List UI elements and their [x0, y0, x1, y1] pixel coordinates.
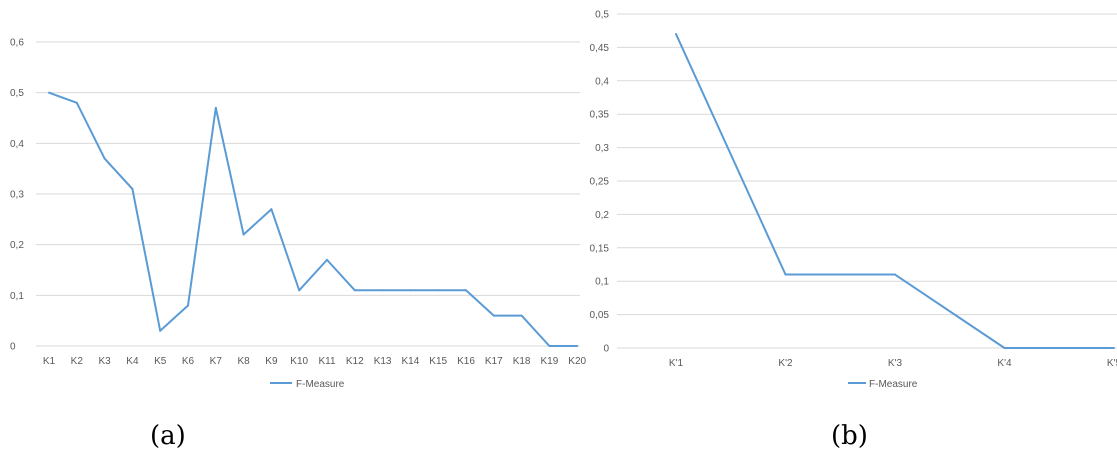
chart-a-x-tick-labels: K1 K2 K3 K4 K5 K6 K7 K8 K9 K10 K11 K12 K13 K14 K15 K16 K…	[43, 356, 587, 367]
b-y-tick-label: 0,45	[590, 43, 610, 54]
b-data-point	[675, 33, 677, 35]
a-x-tick-label: K17	[485, 356, 503, 367]
b-x-tick-label: K'3	[888, 358, 903, 369]
a-data-point	[104, 158, 106, 160]
a-x-tick-label: K7	[210, 356, 223, 367]
a-x-tick-label: K8	[237, 356, 250, 367]
a-x-tick-label: K13	[374, 356, 392, 367]
b-data-point	[785, 274, 787, 276]
b-y-tick-label: 0,5	[595, 10, 609, 21]
b-x-tick-label: K'2	[778, 358, 793, 369]
a-x-tick-label: K15	[429, 356, 447, 367]
b-x-tick-label: K'5	[1107, 358, 1117, 369]
a-x-tick-label: K11	[318, 356, 335, 367]
chart-b-legend-label: F-Measure	[869, 379, 918, 390]
a-x-tick-label: K16	[457, 356, 475, 367]
a-y-tick-label: 0,1	[10, 291, 24, 302]
b-x-tick-label: K'4	[997, 358, 1012, 369]
a-x-tick-label: K2	[71, 356, 84, 367]
b-data-point	[1004, 347, 1006, 349]
a-data-point	[326, 259, 328, 261]
b-x-tick-label: K'1	[669, 358, 684, 369]
chart-a-legend: F-Measure	[270, 379, 345, 390]
a-data-point	[76, 102, 78, 104]
a-y-tick-label: 0,3	[10, 190, 24, 201]
a-data-point	[298, 289, 300, 291]
a-data-point	[159, 330, 161, 332]
a-series-line	[49, 93, 577, 346]
a-data-point	[493, 315, 495, 317]
chart-b-caption: (b)	[831, 421, 868, 451]
b-data-point	[1113, 347, 1115, 349]
a-x-tick-label: K20	[568, 356, 586, 367]
b-y-tick-label: 0,2	[595, 210, 609, 221]
chart-b-x-tick-labels: K'1 K'2 K'3 K'4 K'5	[669, 358, 1117, 369]
a-x-tick-label: K3	[98, 356, 111, 367]
a-data-point	[409, 289, 411, 291]
a-data-point	[382, 289, 384, 291]
b-y-tick-label: 0,1	[595, 277, 609, 288]
a-x-tick-label: K14	[402, 356, 420, 367]
b-y-tick-label: 0,4	[595, 76, 609, 87]
a-x-tick-label: K12	[346, 356, 364, 367]
b-y-tick-label: 0,35	[590, 110, 610, 121]
chart-a-series	[48, 92, 578, 347]
chart-b-gridlines	[617, 14, 1117, 348]
a-data-point	[270, 208, 272, 210]
a-data-point	[215, 107, 217, 109]
a-y-tick-label: 0,2	[10, 240, 24, 251]
a-data-point	[131, 188, 133, 190]
chart-a-gridlines	[36, 42, 580, 346]
chart-b-legend: F-Measure	[848, 379, 918, 390]
a-x-tick-label: K10	[290, 356, 308, 367]
a-data-point	[187, 304, 189, 306]
a-data-point	[521, 315, 523, 317]
chart-b: 0 0,05 0,1 0,15 0,2 0,25 0,3 0,35 0,4 0,45 0,5 K'1…	[590, 10, 1117, 452]
a-data-point	[243, 234, 245, 236]
chart-a: 00,10,20,30,40,50,6 K1 K2 K3 K4 K5 K6 K7 K8 K9 K1…	[10, 38, 587, 452]
b-y-tick-label: 0,15	[590, 243, 610, 254]
b-y-tick-label: 0,05	[590, 310, 610, 321]
a-data-point	[465, 289, 467, 291]
b-y-tick-label: 0	[603, 344, 609, 355]
a-x-tick-label: K19	[541, 356, 559, 367]
a-x-tick-label: K4	[126, 356, 139, 367]
a-x-tick-label: K1	[43, 356, 56, 367]
chart-a-caption: (a)	[150, 421, 186, 451]
b-y-tick-label: 0,25	[590, 177, 610, 188]
b-y-tick-label: 0,3	[595, 143, 609, 154]
b-data-point	[894, 274, 896, 276]
a-y-tick-label: 0,4	[10, 139, 24, 150]
a-x-tick-label: K5	[154, 356, 167, 367]
a-data-point	[548, 345, 550, 347]
a-data-point	[354, 289, 356, 291]
a-x-tick-label: K6	[182, 356, 195, 367]
chart-b-y-tick-labels: 0 0,05 0,1 0,15 0,2 0,25 0,3 0,35 0,4 0,45 0,5	[590, 10, 610, 355]
a-data-point	[48, 92, 50, 94]
chart-a-y-tick-labels: 0 0,1 0,2 0,3 0,4 0,5 0,6	[10, 38, 24, 353]
a-x-tick-label: K9	[265, 356, 278, 367]
a-data-point	[576, 345, 578, 347]
a-y-tick-label: 0	[10, 342, 16, 353]
a-y-tick-label: 0,5	[10, 88, 24, 99]
a-x-tick-label: K18	[513, 356, 531, 367]
a-data-point	[437, 289, 439, 291]
a-y-tick-label: 0,6	[10, 38, 24, 49]
chart-a-legend-label: F-Measure	[296, 379, 345, 390]
